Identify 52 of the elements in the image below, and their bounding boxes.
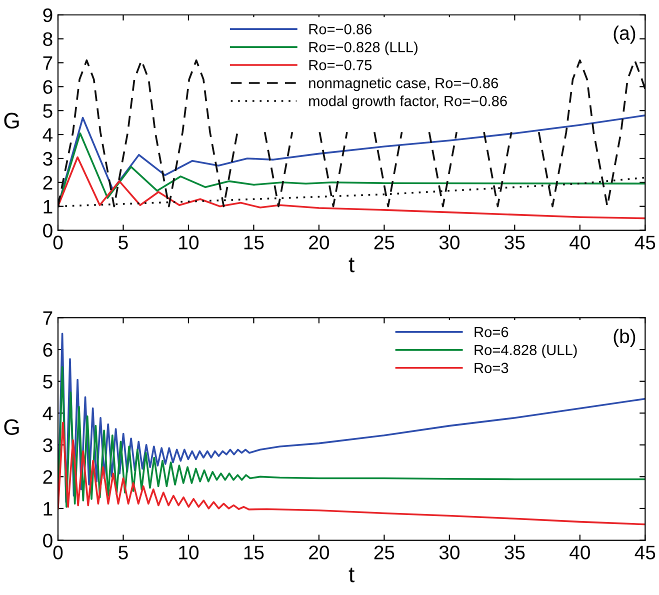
y-tick-label: 0	[43, 224, 52, 238]
x-tick-label: 35	[504, 236, 525, 250]
x-tick-label: 15	[244, 546, 264, 560]
y-tick-label: 6	[43, 80, 52, 94]
annotation: (a)	[614, 26, 636, 44]
y-tick-label: 2	[43, 470, 52, 484]
y-axis-title: G	[4, 419, 19, 435]
y-tick-label: 9	[43, 8, 52, 22]
legend-label: nonmagnetic case, Ro=−0.86	[309, 78, 498, 92]
x-tick-label: 0	[53, 236, 63, 250]
x-tick-label: 45	[634, 236, 656, 250]
legend-label: Ro=6	[474, 326, 508, 338]
annotation: (b)	[614, 328, 636, 347]
x-tick-label: 10	[179, 546, 199, 560]
x-tick-label: 35	[504, 546, 525, 560]
x-axis-title: t	[348, 258, 354, 272]
y-tick-label: 3	[43, 152, 52, 166]
y-tick-label: 4	[42, 406, 53, 420]
y-tick-label: 5	[43, 104, 52, 118]
x-tick-label: 0	[53, 546, 63, 560]
y-tick-label: 6	[43, 342, 52, 357]
y-tick-label: 8	[43, 32, 52, 46]
y-tick-label: 7	[43, 56, 52, 70]
x-tick-label: 30	[439, 236, 460, 250]
y-axis-title: G	[4, 112, 19, 129]
x-tick-label: 10	[179, 236, 199, 250]
x-tick-label: 25	[374, 236, 394, 250]
x-tick-label: 5	[118, 546, 128, 560]
y-tick-label: 0	[43, 534, 52, 548]
y-tick-label: 1	[44, 502, 52, 516]
legend-label: Ro=−0.75	[309, 60, 372, 70]
x-tick-label: 15	[244, 236, 264, 250]
y-tick-label: 5	[43, 374, 52, 389]
x-tick-label: 40	[570, 236, 590, 250]
legend-label: Ro=−0.86	[309, 24, 372, 34]
y-tick-label: 4	[42, 128, 53, 142]
x-tick-label: 20	[309, 546, 330, 560]
x-tick-label: 5	[118, 236, 128, 250]
legend-label: Ro=4.828 (ULL)	[474, 344, 577, 358]
x-tick-label: 45	[634, 546, 656, 560]
x-tick-label: 25	[374, 546, 394, 560]
x-tick-label: 20	[309, 236, 330, 250]
x-tick-label: 40	[570, 546, 590, 560]
y-tick-label: 2	[43, 176, 52, 190]
legend-label: modal growth factor, Ro=−0.86	[309, 96, 507, 110]
x-tick-label: 30	[439, 546, 460, 560]
x-axis-title: t	[348, 568, 354, 582]
y-tick-label: 3	[43, 438, 52, 452]
legend-label: Ro=3	[474, 362, 508, 374]
y-tick-label: 1	[44, 200, 52, 214]
y-tick-label: 7	[43, 311, 52, 325]
legend-label: Ro=−0.828 (LLL)	[309, 42, 418, 56]
